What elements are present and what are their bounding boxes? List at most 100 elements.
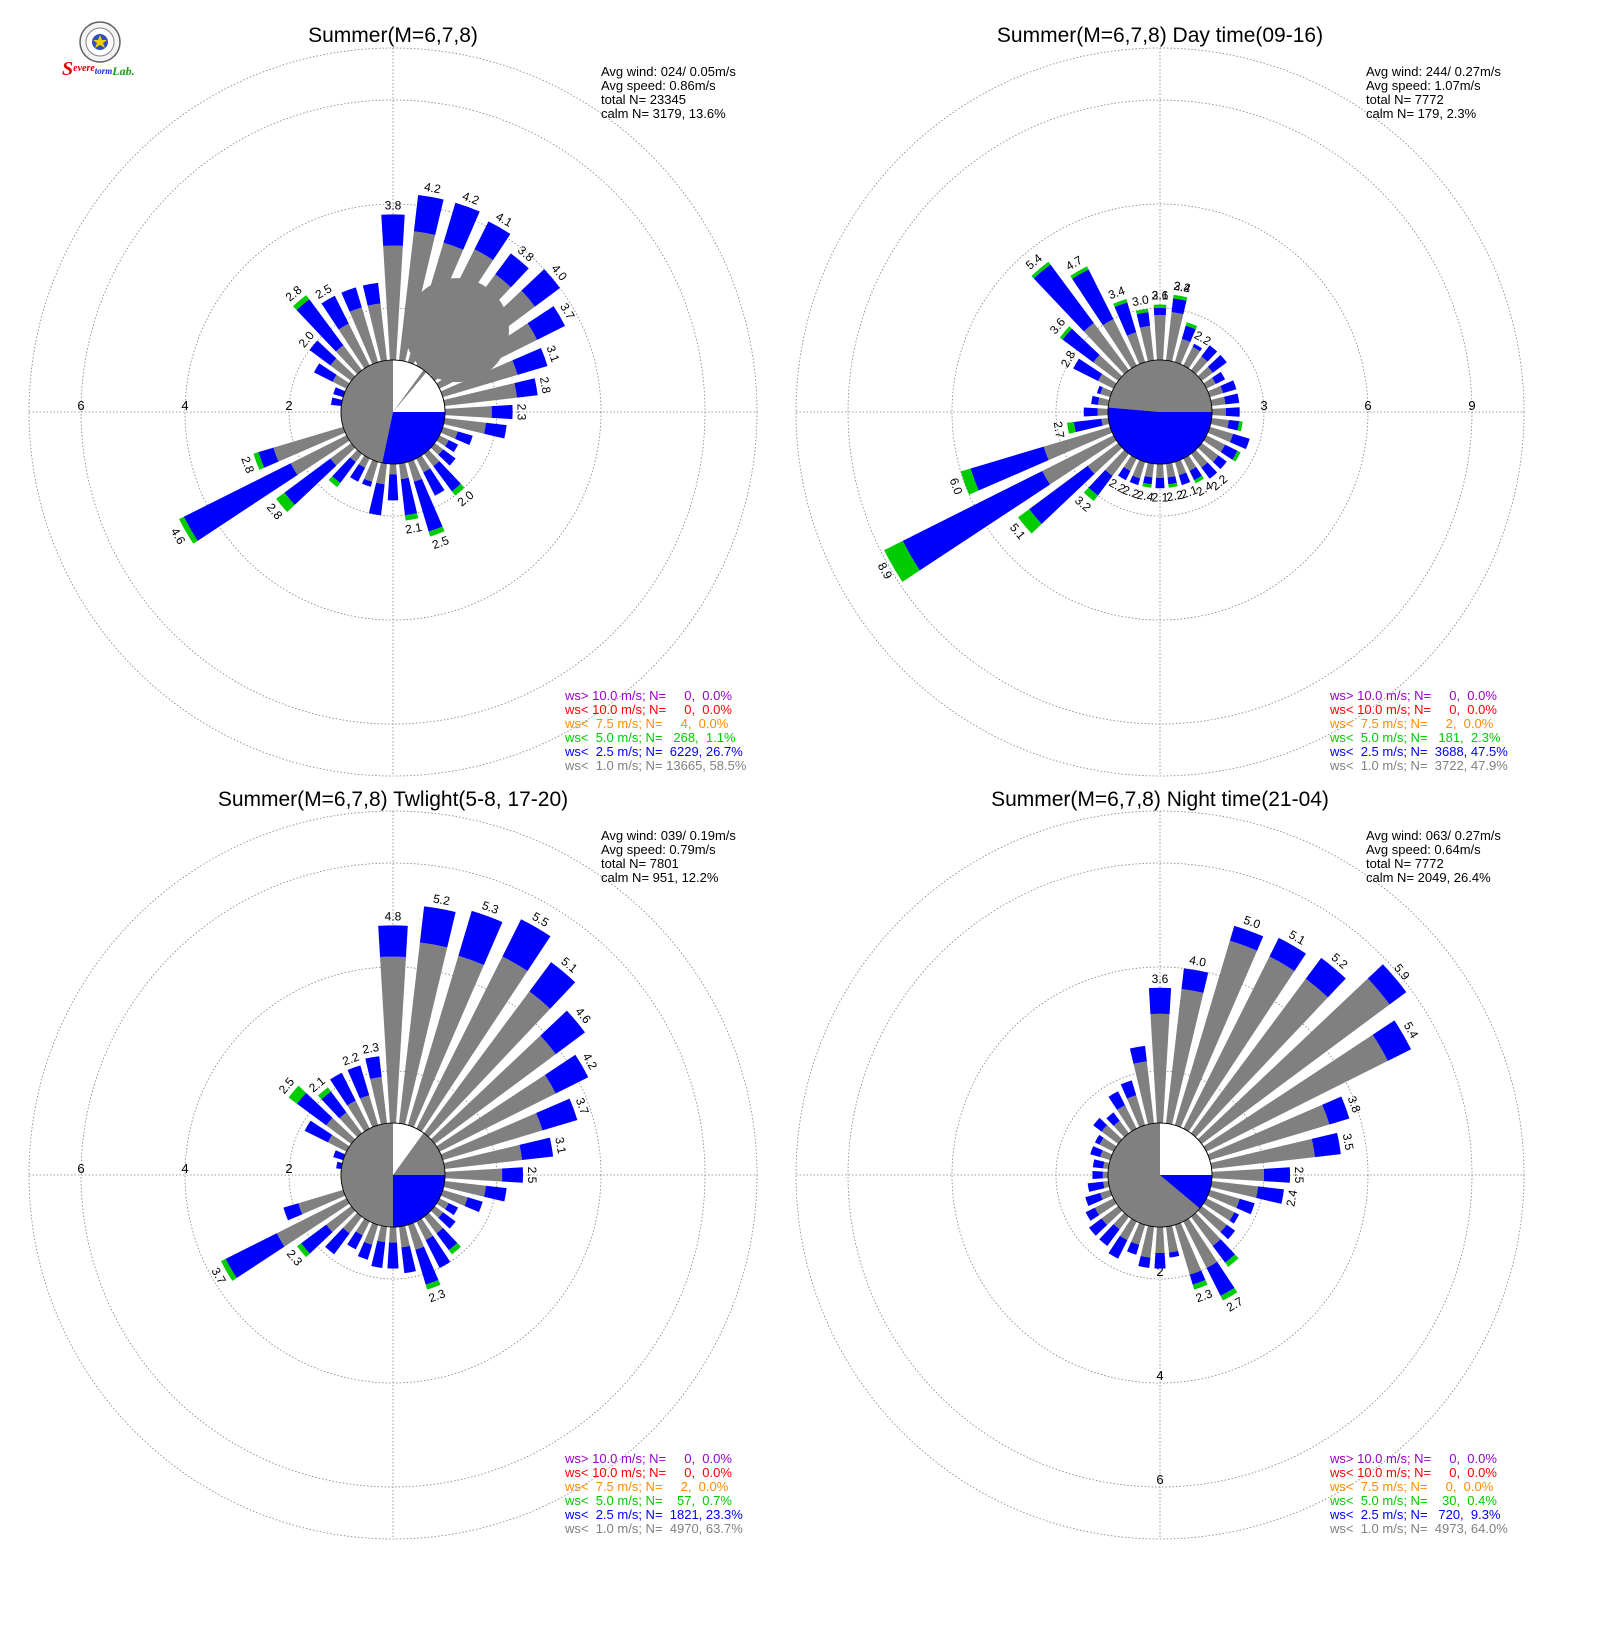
bar-lt2_5 [436,1227,458,1251]
bar-lt5 [428,526,445,537]
outer-ring [28,47,758,777]
bar-lt2_5 [970,446,1049,491]
calm-sector-gray [1108,359,1212,412]
bar-lt1 [424,449,440,467]
bar-lt2_5 [1089,1218,1108,1236]
bar-value-label: 3.7 [573,1096,592,1117]
legend-entry: ws< 5.0 m/s; N= 30, 0.4% [1329,1493,1497,1508]
bar-lt1 [332,374,350,389]
legend-entry: ws> 10.0 m/s; N= 0, 0.0% [564,1451,732,1466]
legend-entry: ws< 2.5 m/s; N= 3688, 47.5% [1329,744,1508,759]
bar-lt2_5 [1181,968,1209,993]
legend-entry: ws> 10.0 m/s; N= 0, 0.0% [1329,1451,1497,1466]
bar-lt2_5 [1201,345,1218,362]
bar-lt1 [1174,940,1258,1128]
bar-lt1 [1210,1180,1259,1198]
bar-lt2_5 [464,1197,483,1213]
bar-lt5 [404,513,419,521]
bar-lt2_5 [283,1203,303,1221]
legend-entry: ws< 2.5 m/s; N= 1821, 23.3% [564,1507,743,1522]
bar-lt5 [1237,421,1243,432]
bar-lt2_5 [331,397,343,407]
bar-lt1 [1094,1198,1117,1216]
bar-lt2_5 [1256,1186,1284,1204]
bar-lt5 [960,468,979,495]
bar-lt2_5 [1126,1241,1140,1255]
bar-lt1 [416,956,528,1132]
bar-lt1 [350,449,362,463]
bar-lt2_5 [301,1224,333,1254]
bar-lt5 [292,295,310,310]
bar-lt1 [443,383,517,407]
bar-lt1 [1211,408,1226,416]
bar-lt1 [1105,449,1129,477]
bar-lt5 [1153,304,1167,309]
bar-value-label: 2.1 [1152,490,1169,504]
bar-lt2_5 [1073,418,1103,433]
bar-lt2_5 [1096,385,1103,395]
outer-ring [28,810,758,1540]
bar-lt5 [1194,475,1204,484]
bar-lt1 [349,307,379,365]
bar-lt2_5 [321,1091,347,1119]
bar-lt1 [1119,1218,1137,1241]
bar-lt2_5 [1091,395,1100,405]
bar-lt1 [1203,435,1226,453]
bar-lt2_5 [495,253,529,288]
stats-line: total N= 7772 [1366,92,1444,107]
bar-lt2_5 [1181,325,1196,343]
bar-lt1 [1165,1225,1179,1253]
bar-lt1 [430,1206,444,1218]
bar-lt2_5 [336,1161,343,1170]
ring-label: 6 [77,398,84,413]
severe-storm-lab-logo: SeveretormLab. [60,20,150,90]
legend-entry: ws< 10.0 m/s; N= 0, 0.0% [564,702,732,717]
outer-ring [795,810,1525,1540]
stats-line: total N= 23345 [601,92,686,107]
lab-seal-icon [79,21,121,63]
bar-lt2_5 [1085,1192,1103,1206]
bar-lt2_5 [433,461,461,492]
bar-lt1 [326,1117,356,1144]
bar-lt2_5 [1236,1198,1255,1215]
bar-lt2_5 [458,910,503,966]
bar-lt1 [1191,978,1328,1138]
bar-lt1 [1150,1013,1170,1124]
bar-value-label: 2.3 [427,1286,448,1305]
bar-value-label: 3.1 [544,344,563,365]
bar-value-label: 2.2 [1165,488,1184,505]
bar-value-label: 5.0 [1242,913,1263,932]
bar-lt1 [273,426,346,462]
bar-lt2_5 [1106,1112,1120,1126]
bar-lt2_5 [1073,358,1103,381]
logo-word-lab: Lab. [112,64,135,78]
bar-lt1 [1100,387,1113,398]
bar-lt1 [440,360,518,398]
bar-lt2_5 [1206,1261,1235,1296]
legend-entry: ws< 5.0 m/s; N= 268, 1.1% [564,730,736,745]
bar-lt2_5 [1192,343,1202,352]
bar-lt2_5 [341,287,362,312]
bar-lt2_5 [225,1233,285,1279]
panel-title: Summer(M=6,7,8) Twlight(5-8, 17-20) [218,788,568,811]
bar-lt2_5 [527,306,566,340]
wind-rose-panel-2: 3 6 93.13.42.22.22.42.12.22.12.42.22.23.25… [795,24,1525,777]
legend-entry: ws< 10.0 m/s; N= 0, 0.0% [1329,702,1497,717]
ring-label: 4 [181,398,188,413]
bar-lt2_5 [1227,419,1240,431]
bar-lt1 [1087,443,1123,474]
bar-lt1 [1174,1222,1202,1275]
ring-label: 4 [181,1161,188,1176]
bar-lt5 [328,476,341,488]
bar-lt1 [440,1189,468,1206]
bar-lt5 [1135,308,1149,315]
ring-label: 4 [1156,1368,1163,1383]
bar-lt1 [1191,449,1208,468]
bar-lt2_5 [544,1054,589,1094]
bar-lt1 [355,1218,370,1236]
bar-lt2_5 [296,1092,333,1126]
bar-lt1 [444,1168,503,1182]
bar-lt2_5 [378,925,408,957]
bar-value-label: 2.3 [361,1040,380,1057]
bar-lt2_5 [438,1212,456,1229]
